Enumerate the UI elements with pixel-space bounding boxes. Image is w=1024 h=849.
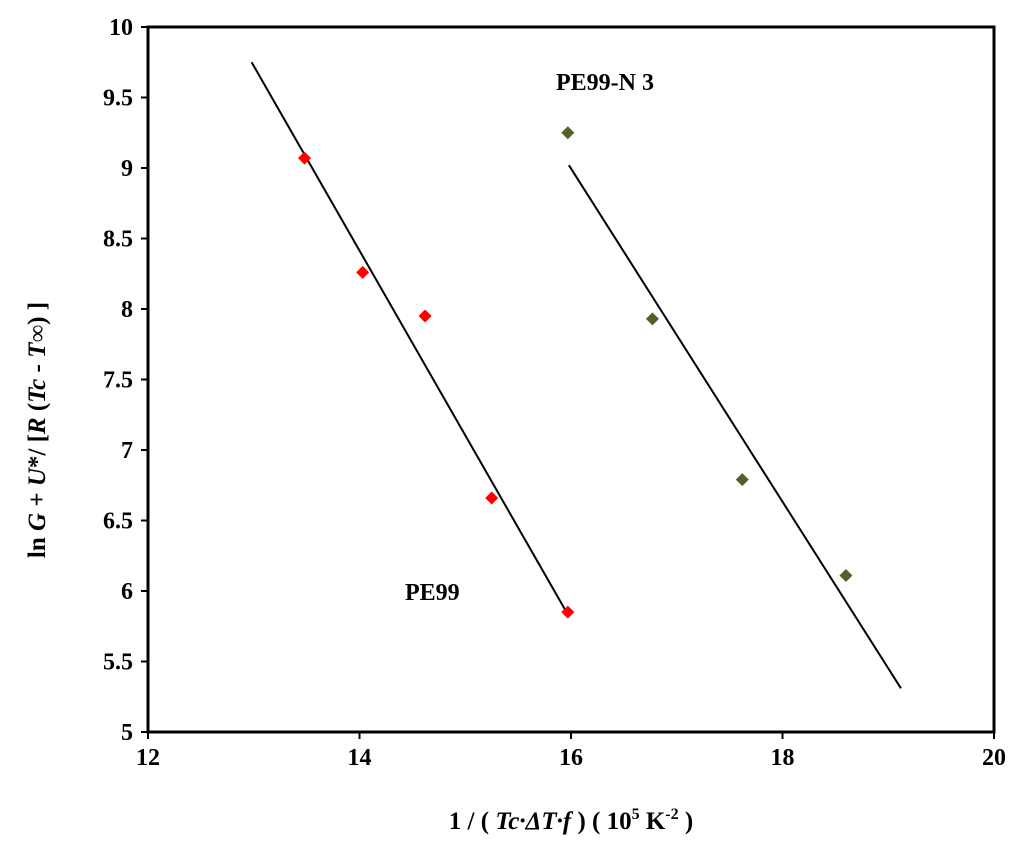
y-axis-title: ln G + U*/ [R (Tc - T∞) ] <box>24 302 51 558</box>
data-point-series-1 <box>735 473 749 487</box>
y-axis-ticks: 5 5.5 6 6.5 7 7.5 8 8.5 9 9.5 10 <box>103 15 148 746</box>
data-point-series-0 <box>418 309 432 323</box>
y-tick-label: 6.5 <box>103 509 133 535</box>
y-tick-label: 5.5 <box>103 650 133 676</box>
data-point-series-0 <box>485 491 499 505</box>
x-tick-label: 20 <box>982 745 1006 771</box>
trend-line-1 <box>568 164 902 689</box>
y-tick-label: 7 <box>121 438 133 464</box>
data-point-series-1 <box>645 312 659 326</box>
data-point-series-1 <box>561 126 575 140</box>
x-tick-label: 12 <box>136 745 160 771</box>
data-point-series-1 <box>839 568 853 582</box>
y-tick-label: 8.5 <box>103 227 133 253</box>
x-axis-ticks: 12 14 16 18 20 <box>136 732 1006 771</box>
series-label-pe99-n3: PE99-N 3 <box>556 70 654 96</box>
y-tick-label: 9 <box>121 156 133 182</box>
data-point-series-0 <box>561 605 575 619</box>
trend-lines <box>250 61 902 689</box>
x-tick-label: 16 <box>559 745 583 771</box>
series-label-pe99: PE99 <box>405 580 460 606</box>
x-axis-title: 1 / ( Tc·ΔT·f ) ( 105 K-2 ) <box>449 806 693 835</box>
y-tick-label: 5 <box>121 720 133 746</box>
y-tick-label: 9.5 <box>103 86 133 112</box>
y-tick-label: 7.5 <box>103 368 133 394</box>
y-tick-label: 6 <box>121 579 133 605</box>
data-point-series-0 <box>298 151 312 165</box>
y-tick-label: 8 <box>121 297 133 323</box>
data-points <box>298 126 853 619</box>
x-tick-label: 18 <box>771 745 795 771</box>
trend-line-0 <box>250 61 567 612</box>
y-tick-label: 10 <box>109 15 133 41</box>
x-tick-label: 14 <box>348 745 372 771</box>
data-point-series-0 <box>356 265 370 279</box>
